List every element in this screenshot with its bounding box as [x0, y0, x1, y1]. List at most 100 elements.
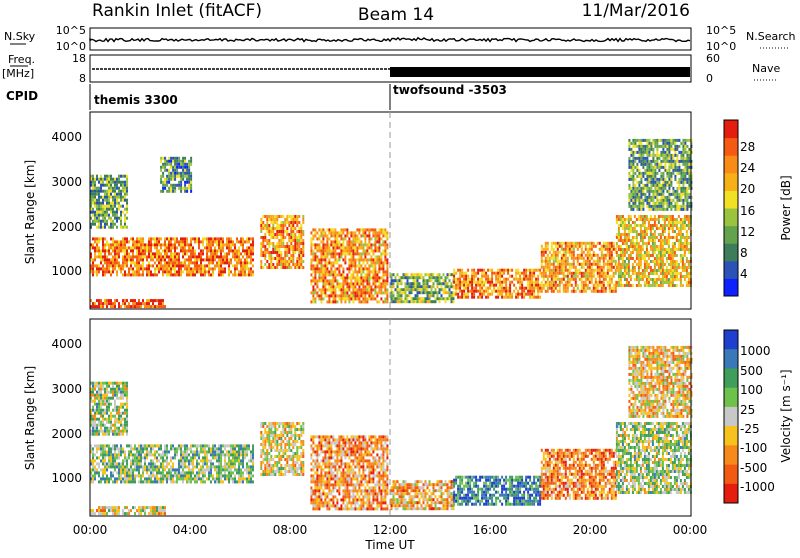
power-cell — [98, 205, 100, 208]
power-cell — [429, 294, 431, 297]
power-cell — [555, 281, 557, 284]
power-cell — [648, 148, 650, 151]
power-cell — [186, 169, 188, 172]
power-cell — [626, 233, 628, 236]
power-cell — [531, 272, 533, 275]
power-cell — [648, 163, 650, 166]
power-cell — [202, 267, 204, 270]
power-cell — [646, 196, 648, 199]
power-cell — [573, 278, 575, 281]
power-cell — [126, 240, 128, 243]
power-cell — [652, 151, 654, 154]
power-cell — [499, 284, 501, 287]
power-cell — [354, 252, 356, 255]
power-cell — [362, 234, 364, 237]
power-cell — [110, 187, 112, 190]
power-cell — [110, 220, 112, 223]
power-cell — [368, 237, 370, 240]
power-cell — [326, 252, 328, 255]
power-cell — [549, 275, 551, 278]
power-cell — [312, 234, 314, 237]
power-cell — [338, 285, 340, 288]
power-cell — [294, 266, 296, 269]
power-cell — [386, 276, 388, 279]
power-cell — [495, 284, 497, 287]
power-cell — [453, 287, 455, 290]
power-cell — [628, 202, 630, 205]
power-cell — [453, 278, 455, 281]
power-cell — [636, 218, 638, 221]
power-cell — [208, 249, 210, 252]
power-cell — [96, 178, 98, 181]
power-cell — [242, 246, 244, 249]
power-cell — [630, 218, 632, 221]
power-cell — [382, 234, 384, 237]
power-cell — [292, 230, 294, 233]
power-cell — [292, 239, 294, 242]
power-cell — [628, 224, 630, 227]
power-cell — [372, 243, 374, 246]
power-cell — [366, 249, 368, 252]
power-cell — [350, 273, 352, 276]
power-cell — [98, 270, 100, 273]
power-cell — [644, 199, 646, 202]
power-cell — [160, 190, 162, 193]
power-cell — [198, 243, 200, 246]
power-cell — [138, 267, 140, 270]
power-cell — [599, 278, 601, 281]
power-cell — [232, 240, 234, 243]
power-cell — [202, 237, 204, 240]
power-cell — [360, 291, 362, 294]
power-cell — [682, 193, 684, 196]
power-cell — [352, 285, 354, 288]
power-cell — [128, 255, 130, 258]
power-cell — [495, 278, 497, 281]
power-cell — [579, 257, 581, 260]
power-cell — [160, 160, 162, 163]
power-cell — [654, 160, 656, 163]
power-cell — [288, 266, 290, 269]
power-cell — [180, 240, 182, 243]
power-cell — [630, 275, 632, 278]
power-cell — [579, 278, 581, 281]
power-cell — [132, 302, 134, 305]
power-cell — [98, 302, 100, 305]
power-cell — [618, 278, 620, 281]
power-cell — [284, 263, 286, 266]
power-cell — [451, 300, 453, 303]
power-cell — [543, 251, 545, 254]
power-cell — [176, 246, 178, 249]
power-cell — [102, 217, 104, 220]
power-cell — [483, 272, 485, 275]
power-cell — [194, 255, 196, 258]
power-cell — [664, 227, 666, 230]
power-cell — [376, 237, 378, 240]
power-cell — [467, 275, 469, 278]
power-cell — [666, 181, 668, 184]
velocity-cell — [94, 465, 96, 468]
power-cell — [106, 178, 108, 181]
power-cell — [202, 249, 204, 252]
power-cell — [543, 275, 545, 278]
power-cell — [314, 234, 316, 237]
power-cell — [346, 273, 348, 276]
power-cell — [270, 263, 272, 266]
power-cell — [154, 240, 156, 243]
power-cell — [628, 260, 630, 263]
power-cell — [108, 205, 110, 208]
power-cell — [684, 236, 686, 239]
power-cell — [682, 199, 684, 202]
power-cell — [650, 215, 652, 218]
power-cell — [601, 275, 603, 278]
power-cell — [352, 294, 354, 297]
power-cell — [336, 243, 338, 246]
power-cell — [156, 258, 158, 261]
power-cell — [98, 211, 100, 214]
power-cell — [603, 254, 605, 257]
power-cell — [533, 275, 535, 278]
power-cell — [535, 284, 537, 287]
power-cell — [378, 243, 380, 246]
power-cell — [324, 264, 326, 267]
power-cell — [294, 263, 296, 266]
power-cell — [475, 284, 477, 287]
